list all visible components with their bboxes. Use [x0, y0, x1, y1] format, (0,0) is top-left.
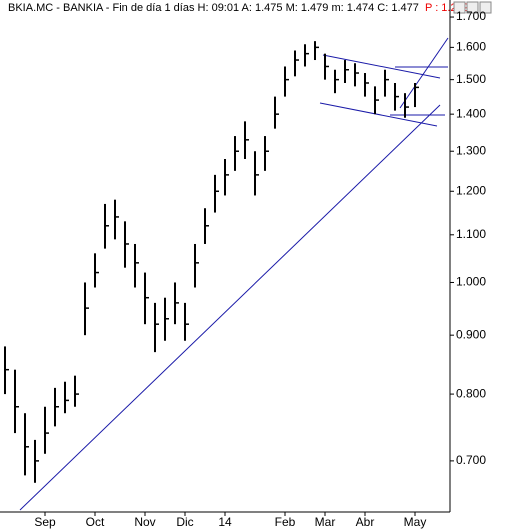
x-tick-label: Dic: [176, 515, 193, 529]
trend-lines: [19, 37, 449, 511]
y-tick-label: 0.700: [456, 453, 486, 467]
x-tick-label: May: [404, 515, 427, 529]
y-tick-label: 1.400: [456, 106, 486, 120]
trend-line: [19, 104, 441, 511]
trend-line: [322, 54, 441, 79]
y-tick-label: 1.100: [456, 227, 486, 241]
y-tick-label: 1.600: [456, 40, 486, 54]
x-tick-label: 14: [218, 515, 232, 529]
y-tick-label: 1.200: [456, 183, 486, 197]
x-tick-label: Sep: [34, 515, 56, 529]
minimize-button[interactable]: [453, 1, 466, 14]
y-tick-label: 1.000: [456, 275, 486, 289]
trend-line: [399, 37, 449, 109]
trend-line: [319, 102, 438, 127]
y-tick-label: 1.500: [456, 72, 486, 86]
y-tick-label: 0.800: [456, 386, 486, 400]
y-tick-label: 1.300: [456, 143, 486, 157]
maximize-button[interactable]: [466, 1, 479, 14]
y-tick-label: 1.700: [456, 9, 486, 23]
x-tick-label: Abr: [356, 515, 375, 529]
x-tick-label: Feb: [275, 515, 296, 529]
close-button[interactable]: [479, 1, 492, 14]
x-tick-label: Mar: [315, 515, 336, 529]
x-tick-label: Nov: [134, 515, 155, 529]
header-title: BKIA.MC - BANKIA - Fin de día 1 días H: …: [8, 2, 419, 14]
x-tick-label: Oct: [86, 515, 105, 529]
y-tick-label: 0.900: [456, 327, 486, 341]
